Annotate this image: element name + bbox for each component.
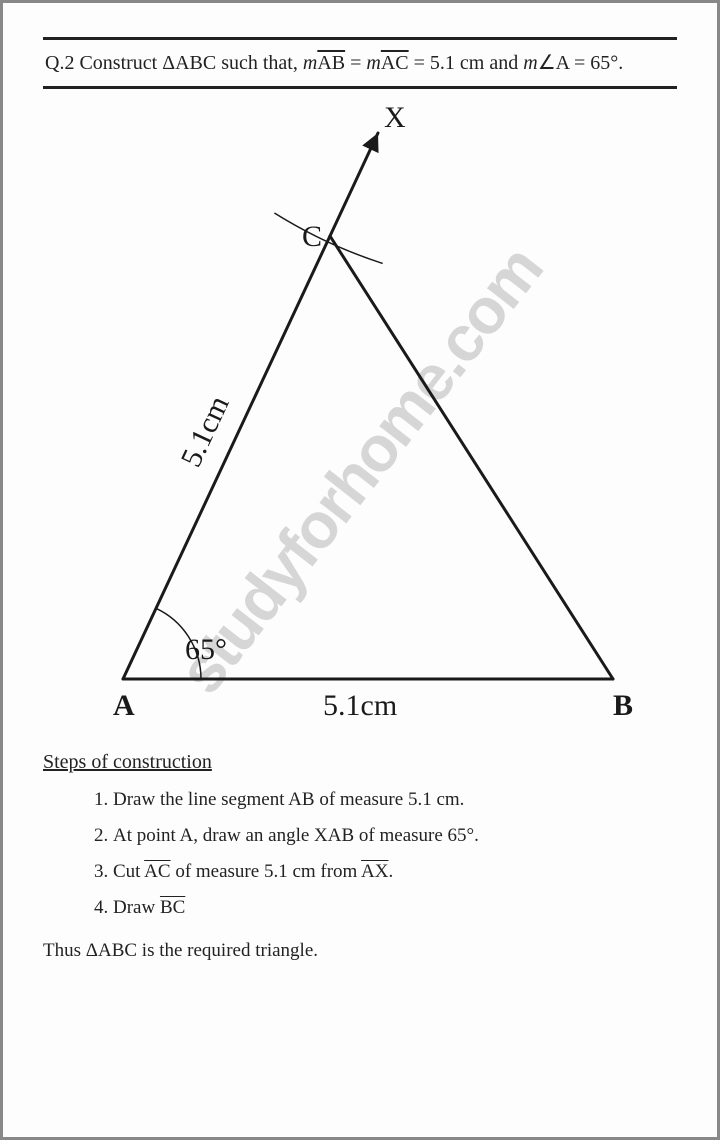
svg-text:C: C [302, 220, 322, 253]
q-m2: m [366, 52, 380, 74]
step-text: Draw the line segment AB of measure 5.1 … [113, 789, 464, 810]
q-angle: ∠A = 65°. [538, 52, 624, 74]
step-text: . [389, 861, 394, 882]
q-ac: AC [381, 52, 409, 74]
q-eq1: = [345, 52, 366, 74]
step-text: At point A, draw an angle XAB of measure… [113, 825, 479, 846]
svg-text:5.1cm: 5.1cm [323, 689, 397, 722]
steps-list: Draw the line segment AB of measure 5.1 … [43, 782, 677, 926]
q-m1: m [303, 52, 317, 74]
svg-text:B: B [613, 689, 633, 722]
q-ab: AB [317, 52, 345, 74]
step-item: Draw BC [113, 890, 677, 926]
step-item: Cut AC of measure 5.1 cm from AX. [113, 854, 677, 890]
conclusion: Thus ΔABC is the required triangle. [43, 940, 677, 962]
step-ov: BC [160, 897, 185, 918]
q-prefix: Q.2 Construct ΔABC such that, [45, 52, 303, 74]
step-item: Draw the line segment AB of measure 5.1 … [113, 782, 677, 818]
step-text: Draw [113, 897, 160, 918]
q-eq2: = 5.1 cm and [409, 52, 524, 74]
step-ov: AX [361, 861, 388, 882]
triangle-diagram: ABCX65°5.1cm5.1cm [43, 99, 683, 739]
step-ov: AC [144, 861, 170, 882]
step-text: Cut [113, 861, 144, 882]
svg-text:A: A [113, 689, 135, 722]
svg-text:X: X [384, 101, 406, 134]
step-text: of measure 5.1 cm from [171, 861, 361, 882]
steps-heading: Steps of construction [43, 751, 677, 774]
figure: studyforhome.com ABCX65°5.1cm5.1cm [43, 99, 677, 739]
step-item: At point A, draw an angle XAB of measure… [113, 818, 677, 854]
q-m3: m [523, 52, 537, 74]
rule-top [43, 37, 677, 40]
question-text: Q.2 Construct ΔABC such that, mAB = mAC … [43, 44, 677, 82]
svg-text:65°: 65° [185, 633, 227, 666]
rule-bottom [43, 86, 677, 89]
